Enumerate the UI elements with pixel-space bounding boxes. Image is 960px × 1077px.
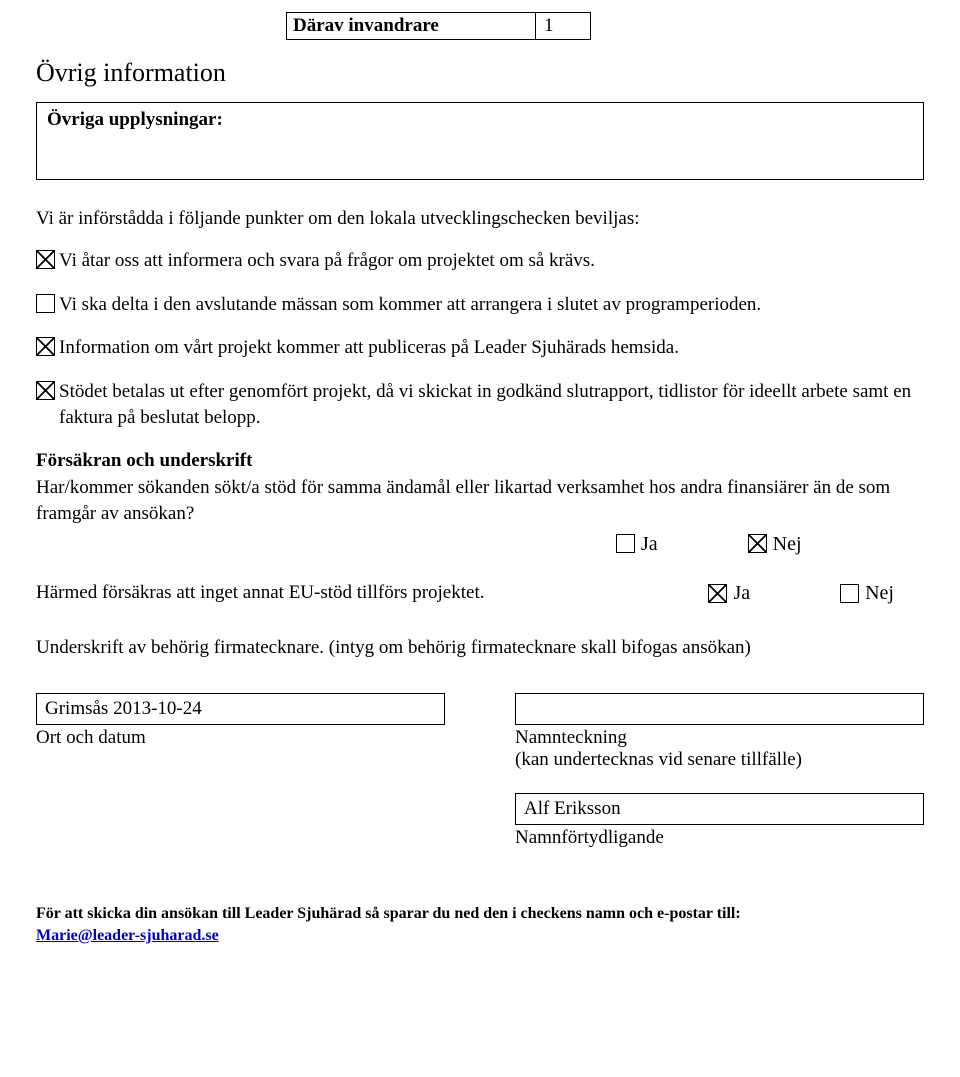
top-stat-row: Därav invandrare 1: [286, 12, 924, 40]
ja-label: Ja: [733, 582, 750, 605]
namnteckning-label: Namnteckning (kan undertecknas vid senar…: [515, 727, 924, 771]
signature-instruction: Underskrift av behörig firmatecknare. (i…: [36, 637, 924, 659]
agree-item-payment: Stödet betalas ut efter genomfört projek…: [36, 379, 924, 430]
nej-label: Nej: [865, 582, 894, 605]
assurance-q1-text: Har/kommer sökanden sökt/a stöd för samm…: [36, 477, 890, 525]
top-stat-label: Därav invandrare: [286, 12, 536, 40]
checkbox-icon[interactable]: [36, 337, 55, 356]
checkbox-icon: [748, 534, 767, 553]
checkbox-icon: [616, 534, 635, 553]
q1-nej-option[interactable]: Nej: [748, 530, 802, 558]
top-stat-value: 1: [536, 12, 591, 40]
send-note: För att skicka din ansökan till Leader S…: [36, 903, 924, 946]
checkbox-icon[interactable]: [36, 294, 55, 313]
assurance-block: Försäkran och underskrift Har/kommer sök…: [36, 448, 924, 558]
namnfortydligande-field[interactable]: Alf Eriksson: [515, 793, 924, 825]
checkbox-icon[interactable]: [36, 250, 55, 269]
q1-ja-option[interactable]: Ja: [616, 530, 658, 558]
q2-nej-option[interactable]: Nej: [840, 582, 894, 605]
send-note-text: För att skicka din ansökan till Leader S…: [36, 905, 741, 922]
checkbox-icon: [840, 584, 859, 603]
agree-item-text: Vi ska delta i den avslutande mässan som…: [59, 292, 761, 318]
ort-datum-field[interactable]: Grimsås 2013-10-24: [36, 693, 445, 725]
section-title: Övrig information: [36, 58, 924, 88]
ort-datum-label: Ort och datum: [36, 727, 445, 749]
agree-item-text: Stödet betalas ut efter genomfört projek…: [59, 379, 924, 430]
agree-item-fair: Vi ska delta i den avslutande mässan som…: [36, 292, 924, 318]
additional-info-label: Övriga upplysningar:: [47, 109, 223, 130]
agree-item-publish: Information om vårt projekt kommer att p…: [36, 335, 924, 361]
agree-item-text: Information om vårt projekt kommer att p…: [59, 335, 679, 361]
namnfortydligande-label: Namnförtydligande: [515, 827, 924, 849]
assurance-heading: Försäkran och underskrift: [36, 450, 252, 471]
q2-ja-option[interactable]: Ja: [708, 582, 750, 605]
checkbox-icon[interactable]: [36, 381, 55, 400]
intro-line: Vi är införstådda i följande punkter om …: [36, 208, 924, 230]
additional-info-box[interactable]: Övriga upplysningar:: [36, 102, 924, 180]
contact-email-link[interactable]: Marie@leader-sjuharad.se: [36, 927, 219, 944]
assurance-q2-text: Härmed försäkras att inget annat EU-stöd…: [36, 582, 708, 604]
namnteckning-field[interactable]: [515, 693, 924, 725]
agree-item-inform: Vi åtar oss att informera och svara på f…: [36, 248, 924, 274]
checkbox-icon: [708, 584, 727, 603]
ja-label: Ja: [641, 530, 658, 558]
confirm-row: Härmed försäkras att inget annat EU-stöd…: [36, 582, 924, 605]
nej-label: Nej: [773, 530, 802, 558]
agree-item-text: Vi åtar oss att informera och svara på f…: [59, 248, 595, 274]
